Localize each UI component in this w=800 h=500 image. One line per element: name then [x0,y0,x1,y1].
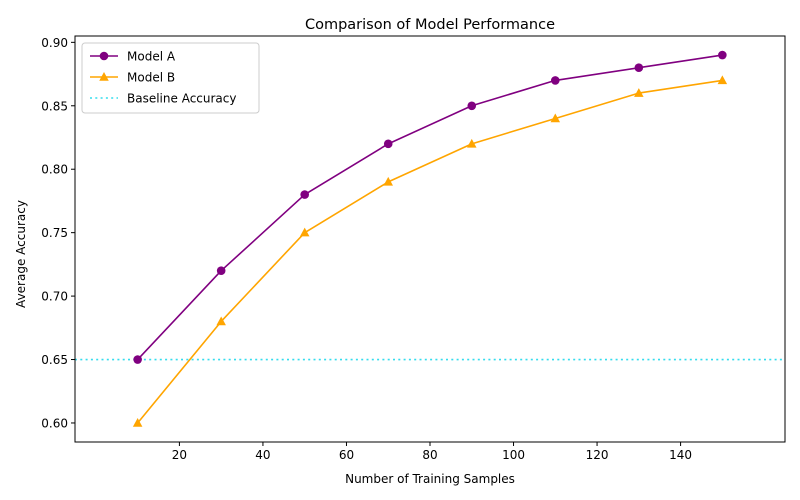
x-tick-label: 100 [502,448,525,462]
legend-box [81,42,260,114]
x-tick-label: 120 [586,448,609,462]
data-point-series-1 [216,266,226,276]
data-point-series-2 [383,176,393,186]
data-point-series-1 [550,76,560,85]
series-line-2 [137,79,723,424]
data-point-series-2 [132,417,143,427]
x-axis-label: Number of Training Samples [345,472,515,486]
x-tick-label: 140 [669,448,692,462]
chart-title: Comparison of Model Performance [305,17,555,33]
y-tick-label: 0.70 [41,290,68,304]
x-tick-label: 60 [339,448,354,462]
data-point-series-1 [718,50,727,60]
x-axis: 20 40 60 80 100 120 140 [172,442,692,462]
legend-marker-1 [99,51,109,61]
data-point-series-2 [634,88,644,97]
y-tick-label: 0.80 [41,163,68,177]
legend-label-2: Model B [127,71,175,85]
y-tick-label: 0.60 [41,416,68,430]
data-point-series-1 [300,190,310,199]
data-point-series-2 [299,227,310,237]
x-tick-label: 40 [255,448,270,462]
y-axis-label: Average Accuracy [14,200,28,308]
data-point-series-2 [467,138,477,148]
x-tick-label: 20 [172,448,187,462]
legend-label-3: Baseline Accuracy [127,92,236,106]
y-tick-label: 0.75 [41,226,68,240]
data-point-series-1 [634,63,644,73]
series-line-1 [137,54,723,361]
data-point-series-1 [467,101,477,111]
y-tick-label: 0.90 [41,36,68,50]
data-point-series-2 [717,75,728,85]
legend-marker-2 [99,72,109,81]
data-point-series-1 [133,355,142,364]
data-point-series-2 [550,113,561,123]
y-tick-label: 0.85 [41,99,68,113]
y-tick-label: 0.65 [41,353,68,367]
data-point-series-1 [383,139,393,149]
data-point-series-2 [216,316,226,326]
legend: Model A Model B Baseline Accuracy [81,42,260,114]
y-axis: 0.60 0.65 0.70 0.75 0.80 0.85 0.90 [41,36,75,430]
plot-area [74,35,786,443]
x-tick-label: 80 [422,448,437,462]
legend-label-1: Model A [127,50,176,64]
